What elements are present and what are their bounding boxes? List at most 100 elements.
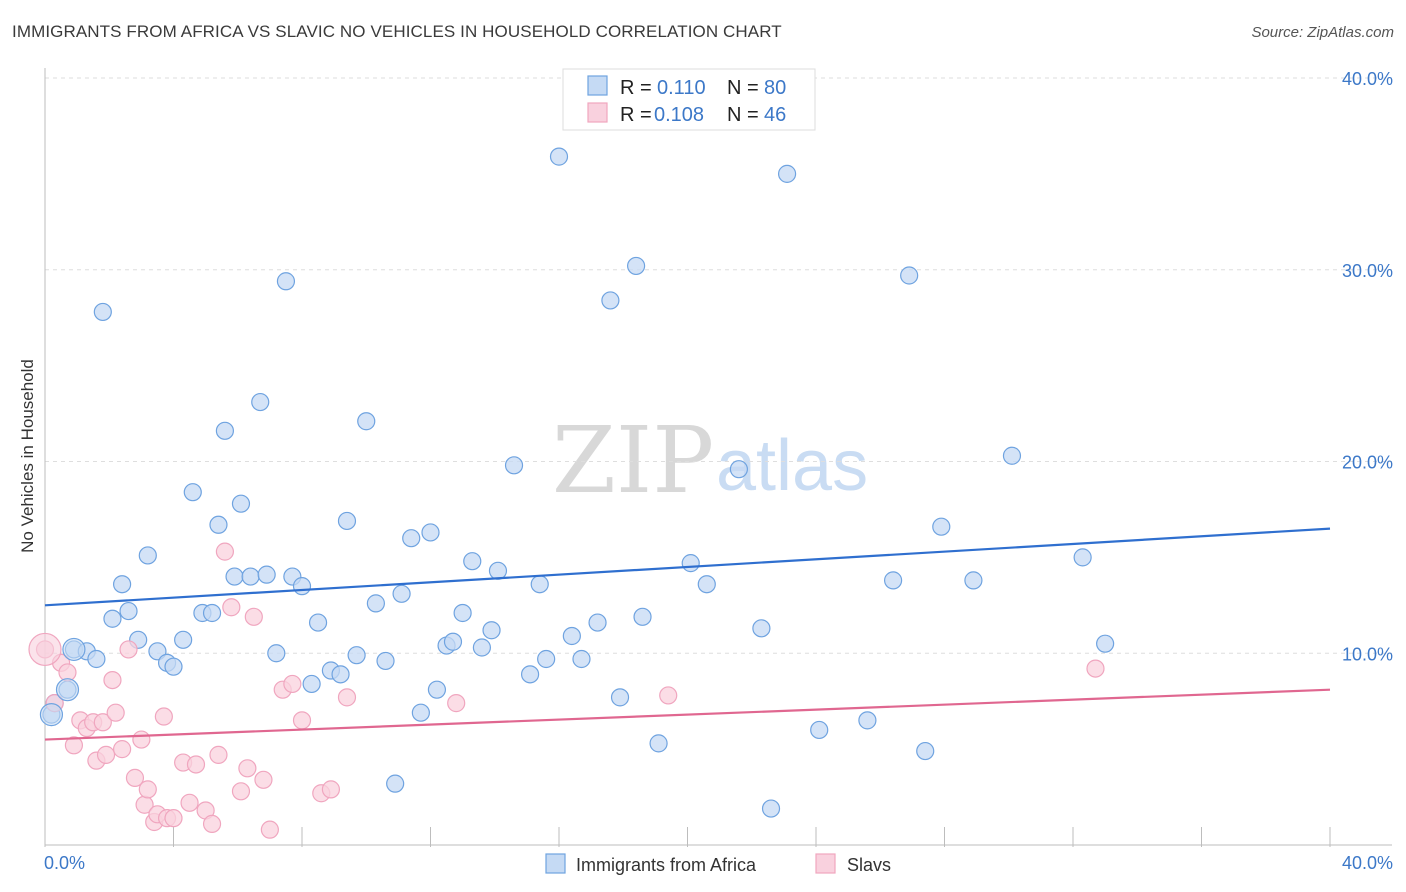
data-point [752, 619, 771, 638]
data-point [357, 412, 376, 431]
data-point [777, 164, 797, 183]
data-point [549, 147, 569, 166]
stats-legend-swatch-slavs [587, 102, 608, 123]
data-point [659, 686, 678, 705]
data-point [520, 665, 540, 684]
data-point [681, 554, 700, 573]
data-point [112, 740, 132, 759]
y-tick-label: 20.0% [1342, 453, 1393, 473]
data-point [649, 734, 668, 753]
data-point [186, 755, 206, 774]
x-tick-label: 0.0% [44, 853, 85, 873]
data-point [119, 640, 138, 659]
data-point [238, 759, 257, 778]
data-point [231, 782, 251, 801]
data-point [504, 456, 524, 475]
data-point [164, 657, 183, 676]
data-point [112, 575, 132, 594]
data-point [308, 613, 328, 632]
data-point [209, 515, 228, 534]
data-point [402, 529, 421, 548]
data-point [482, 621, 501, 640]
data-point [572, 649, 591, 669]
data-point [302, 674, 321, 694]
stats-legend-n-value-africa: 80 [764, 77, 786, 99]
data-point [530, 575, 549, 594]
data-point [366, 594, 385, 613]
data-point [1002, 446, 1022, 465]
x-tick-label: 40.0% [1342, 853, 1393, 873]
series-legend-label-slavs: Slavs [847, 855, 891, 875]
y-tick-label: 30.0% [1342, 261, 1393, 281]
data-point [421, 523, 440, 542]
data-point [202, 603, 222, 623]
stats-legend-n-label-africa: N = [727, 77, 759, 99]
data-point [810, 720, 829, 740]
data-point [254, 770, 273, 789]
data-point [858, 711, 877, 730]
data-point [241, 567, 260, 586]
data-point [125, 768, 145, 787]
data-point [337, 511, 357, 531]
data-point [392, 584, 411, 603]
data-point [697, 575, 716, 594]
data-point [411, 703, 430, 722]
watermark: ZIP atlas [552, 407, 868, 514]
data-point [729, 460, 749, 479]
data-point [180, 793, 199, 812]
data-point [1073, 548, 1092, 567]
data-point [347, 646, 366, 665]
data-point [64, 736, 84, 755]
data-point-cluster [39, 703, 64, 727]
data-point [537, 649, 556, 669]
stats-legend-r-label-africa: R = [620, 77, 652, 99]
tick-labels: 10.0% 20.0% 30.0% 40.0% 0.0% 40.0% [44, 69, 1393, 873]
y-tick-label: 10.0% [1342, 644, 1393, 664]
data-point [562, 626, 581, 646]
stats-legend-n-label-slavs: N = [727, 104, 759, 126]
data-point [321, 780, 341, 799]
data-point-cluster [55, 678, 80, 702]
data-point-cluster [28, 632, 62, 667]
gridlines [45, 77, 1392, 654]
data-point [251, 392, 270, 412]
stats-legend-r-value-africa: 0.110 [657, 77, 706, 99]
data-point [225, 567, 244, 586]
data-point [376, 651, 395, 671]
data-point [610, 688, 630, 707]
data-point [761, 799, 781, 818]
data-point [215, 421, 234, 440]
data-point [244, 607, 263, 626]
data-point [260, 820, 279, 839]
data-point [215, 542, 234, 561]
data-point [331, 665, 350, 684]
data-point [174, 630, 193, 649]
series-slavs [35, 542, 1105, 839]
stats-legend-r-label-slavs: R = [620, 104, 652, 126]
data-point [453, 603, 472, 623]
data-point [601, 291, 620, 310]
stats-legend: R = 0.110 N = 80 R = 0.108 N = 46 [562, 68, 816, 131]
trend-line-slavs [44, 688, 1331, 741]
data-point [292, 577, 312, 596]
data-point [932, 517, 951, 536]
data-point [633, 607, 652, 626]
data-point [337, 688, 357, 707]
data-point [916, 741, 935, 761]
data-point [443, 632, 463, 651]
series-legend-swatch-africa [545, 853, 566, 874]
data-point [276, 272, 296, 291]
data-point [222, 598, 241, 617]
data-point [103, 609, 122, 628]
data-point [1096, 634, 1115, 653]
data-point [257, 565, 276, 584]
series-legend-swatch-slavs [815, 853, 836, 874]
data-point [900, 266, 919, 285]
watermark-zip: ZIP [552, 407, 714, 514]
chart-title: IMMIGRANTS FROM AFRICA VS SLAVIC NO VEHI… [12, 22, 782, 41]
source-note: Source: ZipAtlas.com [1251, 24, 1394, 41]
data-point [183, 483, 202, 502]
data-point [231, 494, 251, 513]
stats-legend-r-value-slavs: 0.108 [654, 104, 704, 126]
data-point [427, 680, 447, 699]
